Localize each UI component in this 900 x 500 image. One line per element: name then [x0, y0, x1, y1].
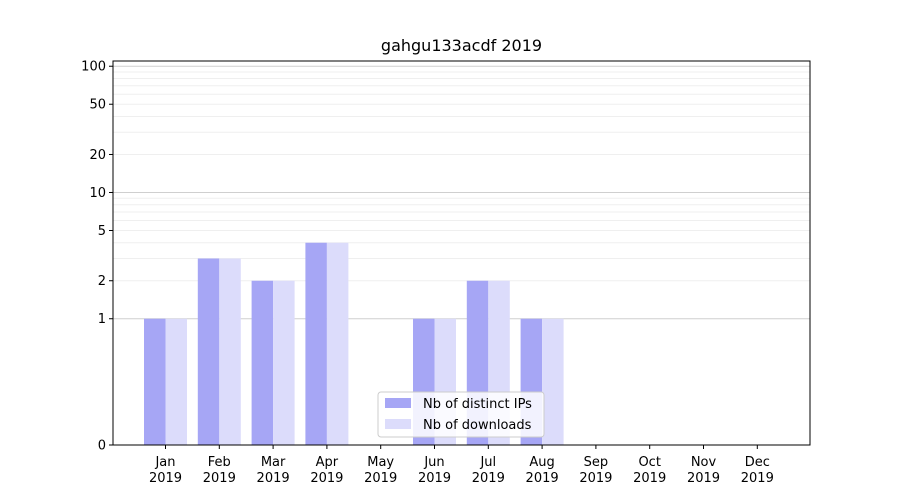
x-tick-label-year: 2019 [149, 471, 182, 486]
x-tick-label-month: Mar [261, 455, 286, 470]
x-tick-label-month: Jul [479, 455, 496, 470]
bar-downloads-jan [165, 318, 187, 445]
x-tick-label-month: Jun [423, 455, 444, 470]
x-tick-label-month: Sep [584, 455, 609, 470]
legend: Nb of distinct IPs Nb of downloads [377, 391, 545, 438]
x-tick-label-year: 2019 [203, 471, 236, 486]
y-tick-label: 0 [98, 439, 106, 454]
legend-swatch-downloads [385, 419, 411, 429]
legend-box [377, 391, 545, 438]
legend-label-downloads: Nb of downloads [423, 418, 532, 433]
bar-downloads-apr [326, 242, 349, 445]
y-tick-label: 5 [98, 224, 106, 239]
bar-distinct-ips-mar [251, 280, 274, 445]
bar-distinct-ips-apr [305, 242, 327, 445]
x-tick-label-month: Dec [745, 455, 770, 470]
x-tick-label-year: 2019 [418, 471, 451, 486]
y-tick-label: 20 [89, 148, 106, 163]
y-tick-label: 2 [98, 274, 106, 289]
x-tick-label-month: Oct [638, 455, 660, 470]
x-tick-label-year: 2019 [310, 471, 343, 486]
y-axis: 0 1 2 5 10 20 50 100 [81, 60, 113, 454]
y-tick-label: 100 [81, 60, 106, 75]
legend-label-distinct-ips: Nb of distinct IPs [423, 397, 532, 412]
x-tick-label-year: 2019 [472, 471, 505, 486]
x-tick-label-year: 2019 [579, 471, 612, 486]
x-tick-label-month: Jan [154, 455, 175, 470]
x-tick-label-year: 2019 [257, 471, 290, 486]
bar-distinct-ips-feb [197, 258, 220, 445]
x-tick-label-year: 2019 [687, 471, 720, 486]
x-tick-label-year: 2019 [633, 471, 666, 486]
bar-distinct-ips-jan [144, 318, 166, 445]
x-axis: Jan2019Feb2019Mar2019Apr2019May2019Jun20… [149, 445, 774, 486]
x-tick-label-month: Feb [208, 455, 231, 470]
x-tick-label-year: 2019 [741, 471, 774, 486]
y-tick-label: 1 [98, 312, 106, 327]
chart-title: gahgu133acdf 2019 [381, 36, 542, 55]
y-tick-label: 10 [89, 186, 106, 201]
x-tick-label-month: Apr [316, 455, 339, 470]
y-tick-label: 50 [89, 98, 106, 113]
x-tick-label-month: Nov [691, 455, 717, 470]
bar-downloads-aug [542, 318, 564, 445]
legend-swatch-distinct-ips [385, 398, 411, 408]
plot-frame [112, 60, 811, 446]
bar-downloads-feb [219, 258, 241, 445]
grid-lines [113, 65, 810, 320]
x-tick-label-month: May [367, 455, 394, 470]
x-tick-label-year: 2019 [364, 471, 397, 486]
bar-downloads-mar [273, 280, 295, 445]
x-tick-label-month: Aug [529, 455, 554, 470]
x-tick-label-year: 2019 [526, 471, 559, 486]
